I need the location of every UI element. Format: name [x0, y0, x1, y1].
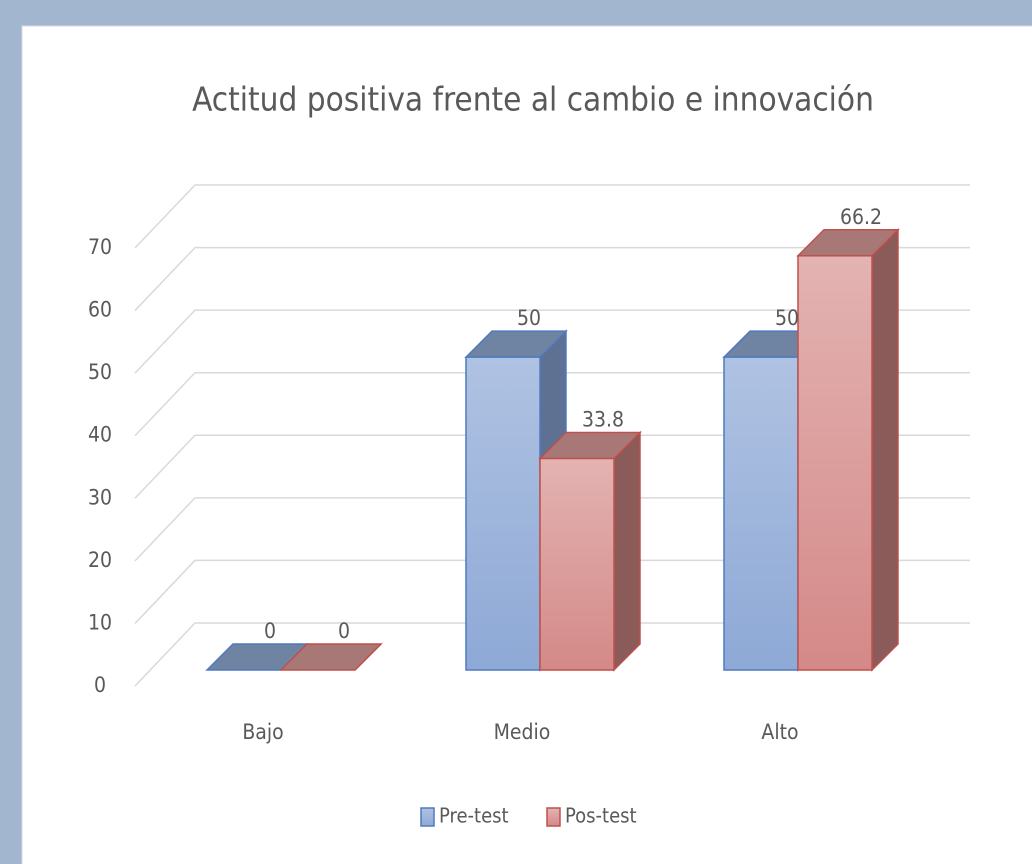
- data-label: 66.2: [840, 205, 882, 229]
- y-tick-label: 60: [88, 298, 112, 322]
- y-tick-label: 10: [88, 610, 112, 634]
- y-tick-label: 0: [94, 673, 106, 697]
- legend-label: Pos-test: [565, 804, 637, 828]
- data-label: 0: [338, 619, 350, 643]
- grid-line: [134, 497, 970, 562]
- bar-side: [871, 227, 899, 672]
- bar: [465, 356, 541, 671]
- data-label: 50: [517, 306, 541, 330]
- y-tick-label: 50: [88, 360, 112, 384]
- bar: [539, 457, 615, 671]
- bar: [797, 255, 873, 671]
- data-label: 33.8: [582, 408, 624, 432]
- bar: [723, 356, 799, 671]
- y-tick-label: 40: [88, 423, 112, 447]
- grid-line: [134, 371, 970, 437]
- x-tick-label: Medio: [494, 720, 551, 744]
- grid-line: [134, 434, 970, 499]
- legend-swatch: [546, 807, 561, 827]
- x-tick-label: Bajo: [242, 720, 283, 744]
- data-label: 0: [264, 619, 276, 643]
- bar-top: [279, 643, 383, 671]
- y-tick-label: 20: [88, 548, 112, 572]
- x-tick-label: Alto: [761, 720, 798, 744]
- grid-line: [134, 246, 970, 312]
- legend-label: Pre-test: [439, 804, 509, 828]
- y-tick-label: 70: [88, 235, 112, 259]
- chart-title: Actitud positiva frente al cambio e inno…: [192, 80, 874, 119]
- bar-side: [613, 430, 641, 672]
- grid-line: [134, 184, 970, 249]
- y-tick-label: 30: [88, 485, 112, 509]
- grid-line: [134, 559, 970, 624]
- legend-swatch: [420, 807, 435, 827]
- grid-line: [134, 309, 970, 374]
- grid-line: [134, 622, 970, 687]
- data-label: 50: [775, 306, 799, 330]
